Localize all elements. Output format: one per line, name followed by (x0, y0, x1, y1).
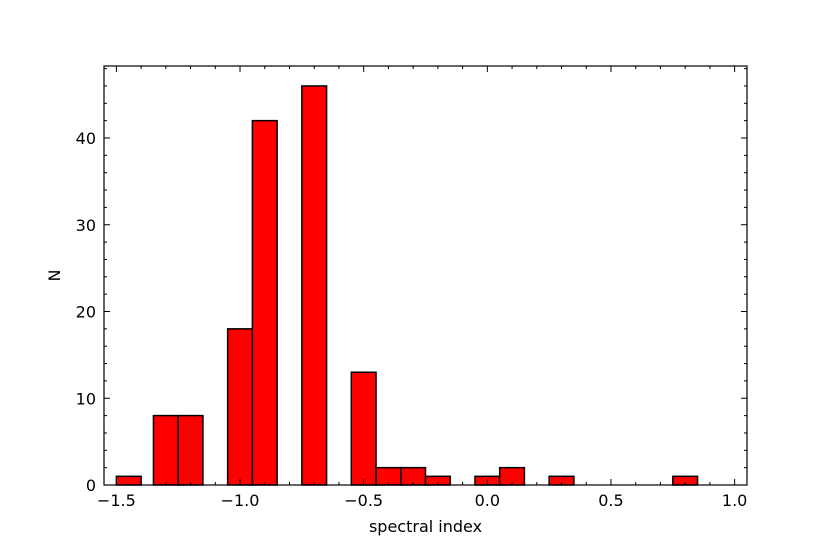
y-tick-label: 10 (76, 389, 96, 408)
histogram-bar (251, 119, 278, 486)
histogram-bar (350, 371, 377, 486)
x-axis-label: spectral index (369, 517, 482, 536)
x-tick-label: −1.5 (97, 491, 136, 510)
x-tick-label: −0.5 (344, 491, 383, 510)
y-tick-label: 30 (76, 216, 96, 235)
bars-group (115, 85, 699, 486)
histogram-bar (301, 85, 328, 486)
x-tick-label: 1.0 (722, 491, 747, 510)
y-axis-label: N (45, 270, 64, 282)
y-tick-label: 0 (86, 476, 96, 495)
histogram-bar (115, 475, 142, 486)
y-tick-label: 20 (76, 303, 96, 322)
histogram-bar (177, 414, 204, 486)
histogram-bar (226, 328, 254, 486)
ticks-group: −1.5 −1.0 −0.5 0.0 0.5 1.0 0 10 20 30 40 (76, 66, 747, 510)
y-tick-label: 40 (76, 129, 96, 148)
x-tick-label: 0.5 (598, 491, 623, 510)
x-tick-label: −1.0 (221, 491, 260, 510)
histogram-bar (152, 414, 179, 486)
x-tick-label: 0.0 (475, 491, 500, 510)
plot-frame (103, 65, 748, 486)
